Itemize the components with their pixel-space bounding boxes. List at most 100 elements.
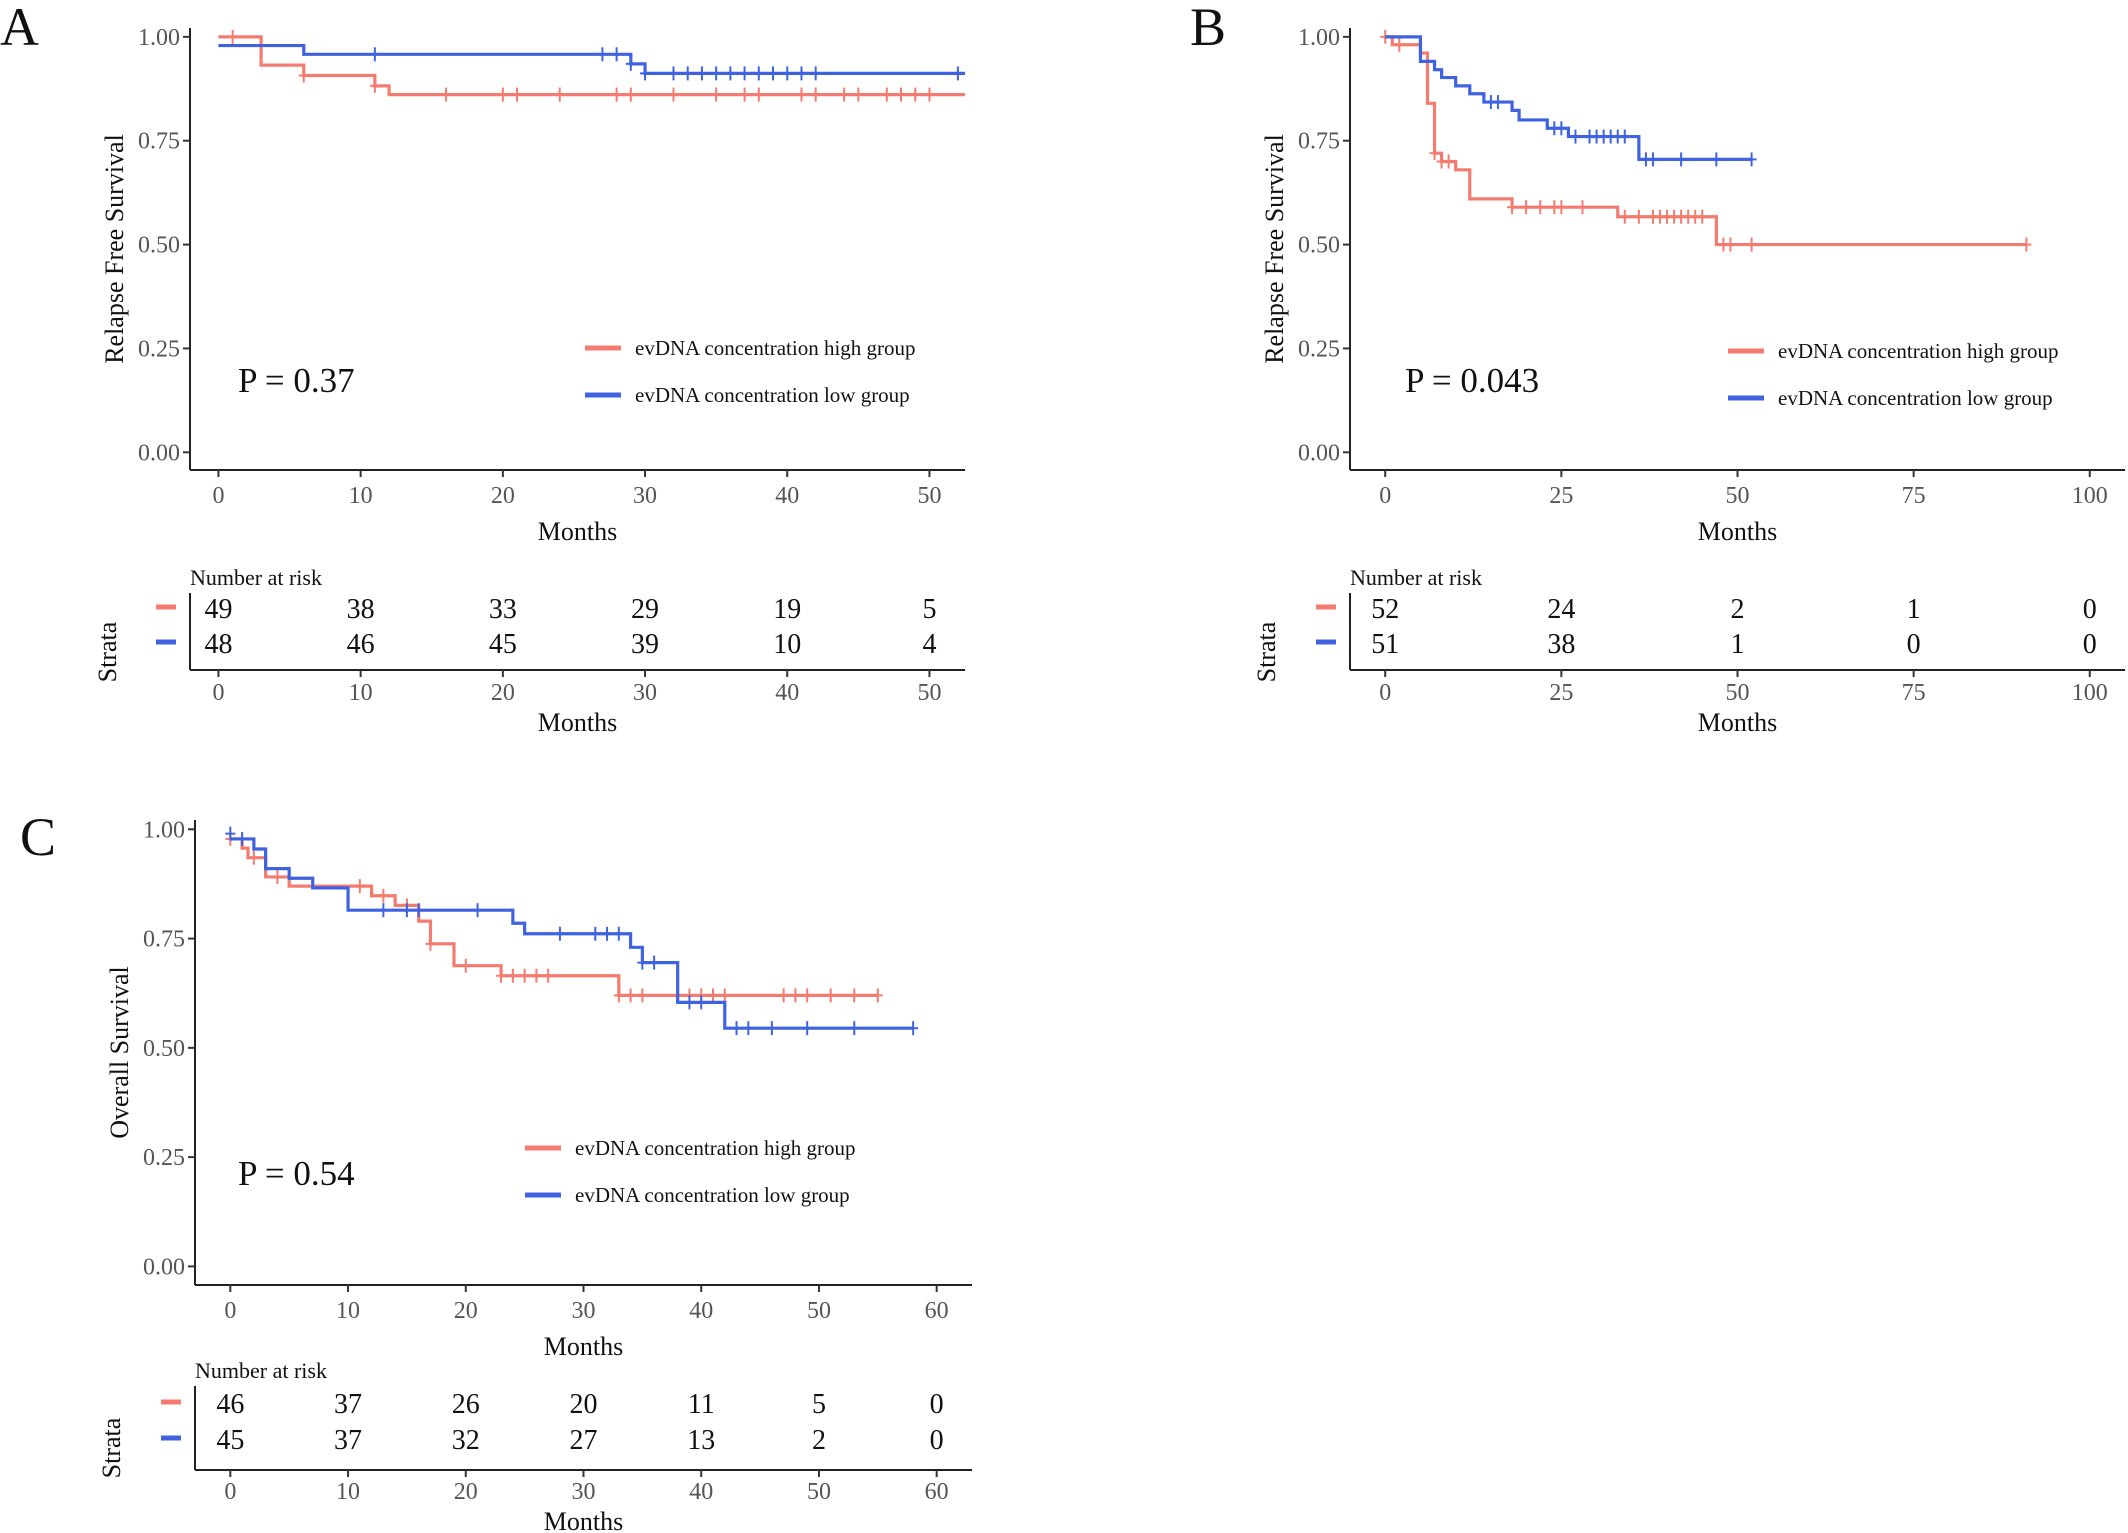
risk-count-low: 45	[216, 1425, 244, 1456]
risk-count-low: 51	[1371, 629, 1399, 660]
risk-count-high: 52	[1371, 594, 1399, 625]
panel-label: A	[0, 0, 39, 57]
risk-count-low: 13	[687, 1425, 715, 1456]
legend-label-low: evDNA concentration low group	[575, 1183, 850, 1207]
y-tick-label: 0.00	[138, 440, 180, 466]
x-tick-label: 50	[917, 483, 941, 509]
x-tick-label: 0	[1379, 483, 1391, 509]
panel-label: B	[1190, 0, 1226, 57]
risk-x-axis-title: Months	[1698, 708, 1777, 737]
risk-x-tick-label: 40	[689, 1479, 713, 1505]
x-tick-label: 30	[633, 483, 657, 509]
risk-count-high: 20	[570, 1389, 598, 1420]
risk-count-low: 45	[489, 629, 517, 660]
x-tick-label: 50	[807, 1298, 831, 1324]
risk-count-high: 0	[2083, 594, 2097, 625]
risk-count-low: 0	[1907, 629, 1921, 660]
x-tick-label: 25	[1549, 483, 1573, 509]
risk-x-tick-label: 75	[1902, 680, 1926, 706]
risk-count-low: 27	[570, 1425, 598, 1456]
y-tick-label: 0.25	[138, 336, 180, 362]
y-tick-label: 0.75	[1298, 129, 1340, 155]
risk-x-tick-label: 0	[224, 1479, 236, 1505]
risk-x-tick-label: 10	[349, 680, 373, 706]
risk-count-low: 10	[773, 629, 801, 660]
risk-x-tick-label: 50	[917, 680, 941, 706]
x-tick-label: 30	[572, 1298, 596, 1324]
risk-x-tick-label: 50	[807, 1479, 831, 1505]
risk-table-title: Number at risk	[190, 565, 322, 590]
risk-x-tick-label: 0	[212, 680, 224, 706]
strata-label: Strata	[1252, 621, 1281, 682]
x-tick-label: 10	[349, 483, 373, 509]
x-tick-label: 0	[212, 483, 224, 509]
y-tick-label: 0.25	[1298, 336, 1340, 362]
x-tick-label: 40	[775, 483, 799, 509]
y-tick-label: 0.25	[143, 1145, 185, 1171]
x-tick-label: 50	[1726, 483, 1750, 509]
x-tick-label: 20	[491, 483, 515, 509]
risk-x-axis-title: Months	[544, 1507, 623, 1533]
y-tick-label: 0.75	[143, 927, 185, 953]
risk-x-tick-label: 20	[454, 1479, 478, 1505]
risk-count-high: 19	[773, 594, 801, 625]
risk-count-high: 37	[334, 1389, 362, 1420]
y-tick-label: 0.00	[143, 1254, 185, 1280]
risk-count-high: 46	[216, 1389, 244, 1420]
y-tick-label: 1.00	[1298, 25, 1340, 51]
risk-count-high: 24	[1547, 594, 1575, 625]
p-value: P = 0.37	[238, 361, 355, 400]
risk-x-tick-label: 30	[633, 680, 657, 706]
legend-label-high: evDNA concentration high group	[635, 336, 916, 360]
km-curve-low	[230, 837, 914, 1030]
y-tick-label: 1.00	[138, 25, 180, 51]
risk-count-high: 38	[347, 594, 375, 625]
panel-label: C	[20, 807, 56, 867]
risk-x-tick-label: 20	[491, 680, 515, 706]
risk-count-low: 4	[922, 629, 936, 660]
y-axis-title: Overall Survival	[105, 966, 134, 1139]
risk-table-C: Number at riskStrata46450373710263220202…	[97, 1358, 972, 1533]
x-tick-label: 20	[454, 1298, 478, 1324]
x-tick-label: 10	[336, 1298, 360, 1324]
x-tick-label: 100	[2072, 483, 2108, 509]
legend-label-low: evDNA concentration low group	[1778, 386, 2053, 410]
x-axis-title: Months	[544, 1332, 623, 1361]
y-tick-label: 0.00	[1298, 440, 1340, 466]
km-curve-high	[230, 837, 878, 997]
x-tick-label: 0	[224, 1298, 236, 1324]
risk-count-high: 5	[922, 594, 936, 625]
km-curve-high	[218, 35, 965, 97]
risk-count-low: 39	[631, 629, 659, 660]
y-tick-label: 0.75	[138, 129, 180, 155]
strata-label: Strata	[97, 1417, 126, 1478]
y-tick-label: 0.50	[138, 233, 180, 259]
panel-A: A0.000.250.500.751.000 10 20 30 40 50MonthsRe…	[0, 0, 965, 737]
x-axis-title: Months	[1698, 517, 1777, 546]
legend-label-low: evDNA concentration low group	[635, 383, 910, 407]
panel-B: B0.000.250.500.751.000 25 50 75 100MonthsRel…	[1190, 0, 2125, 737]
risk-count-low: 37	[334, 1425, 362, 1456]
risk-table-title: Number at risk	[1350, 565, 1482, 590]
risk-count-high: 2	[1731, 594, 1745, 625]
risk-count-low: 1	[1731, 629, 1745, 660]
risk-count-low: 46	[347, 629, 375, 660]
risk-count-high: 29	[631, 594, 659, 625]
risk-table-A: Number at riskStrata49480384610334520293…	[93, 565, 965, 737]
risk-count-high: 26	[452, 1389, 480, 1420]
risk-table-B: Number at risk Strata 52 51 0 24 38 25 2 1 50 1 0 75 0…	[1252, 565, 2125, 737]
y-tick-label: 0.50	[1298, 233, 1340, 259]
risk-count-low: 2	[812, 1425, 826, 1456]
risk-count-low: 48	[204, 629, 232, 660]
x-tick-label: 40	[689, 1298, 713, 1324]
risk-count-high: 0	[930, 1389, 944, 1420]
risk-count-high: 11	[688, 1389, 715, 1420]
y-tick-label: 1.00	[143, 817, 185, 843]
y-axis-title: Relapse Free Survival	[100, 134, 129, 364]
risk-count-high: 5	[812, 1389, 826, 1420]
risk-x-axis-title: Months	[538, 708, 617, 737]
risk-count-low: 0	[930, 1425, 944, 1456]
risk-x-tick-label: 50	[1726, 680, 1750, 706]
y-axis-title: Relapse Free Survival	[1260, 134, 1289, 364]
